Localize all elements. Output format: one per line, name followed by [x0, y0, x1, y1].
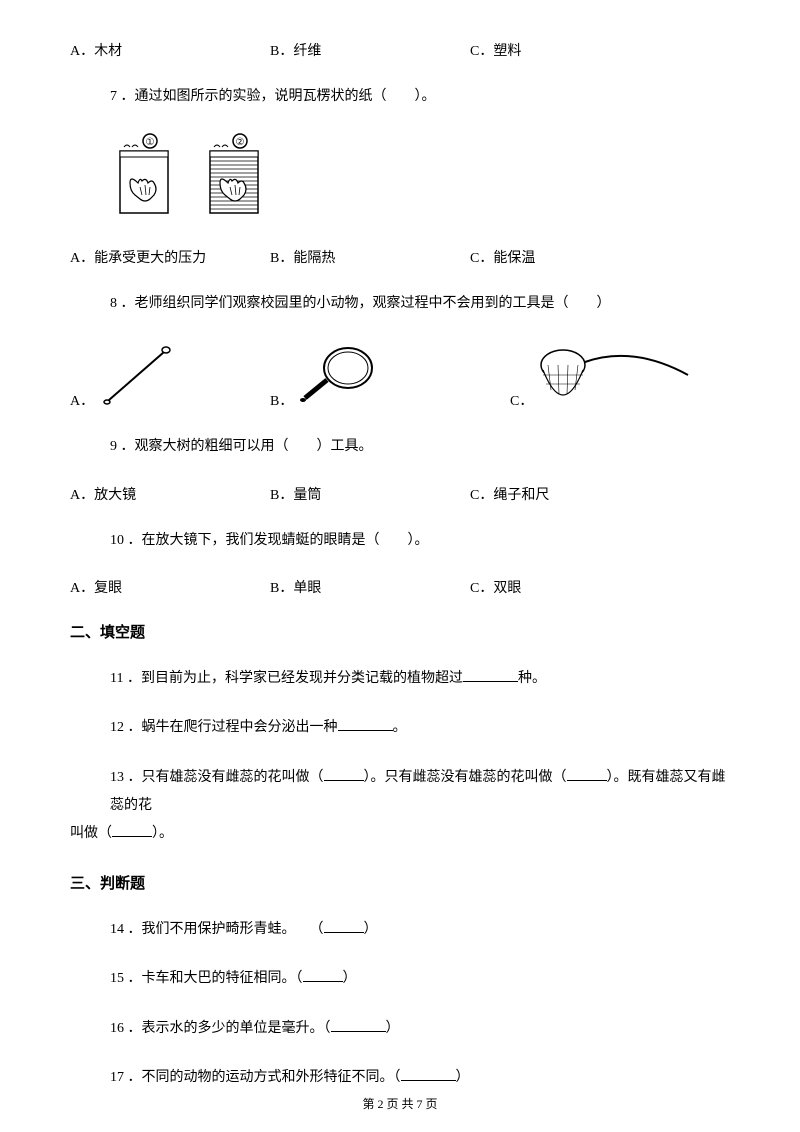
- q13-blank-1: [324, 767, 364, 781]
- q15: 15 ．卡车和大巴的特征相同。（ ）: [70, 966, 730, 991]
- q13-blank-3: [112, 823, 152, 837]
- q11-blank: [463, 668, 518, 682]
- q13-p2: ）。只有雌蕊没有雄蕊的花叫做（: [364, 770, 567, 785]
- q7-image-1: ①: [110, 133, 180, 223]
- q7-text: 7 ．通过如图所示的实验，说明瓦楞状的纸（ ）。: [70, 84, 730, 109]
- section-2-header: 二、填空题: [70, 621, 730, 642]
- q7-options: A．能承受更大的压力 B．能隔热 C．能保温: [70, 247, 730, 267]
- q13-p1: 13 ．只有雄蕊没有雌蕊的花叫做（: [110, 770, 324, 785]
- q16-suffix: ）: [386, 1021, 400, 1036]
- q12: 12 ．蜗牛在爬行过程中会分泌出一种 。: [70, 715, 730, 740]
- stick-icon: [94, 340, 184, 410]
- q6-option-c: C．塑料: [470, 40, 670, 60]
- q10-options: A．复眼 B．单眼 C．双眼: [70, 577, 730, 597]
- q16-blank: [331, 1018, 386, 1032]
- q17: 17 ．不同的动物的运动方式和外形特征不同。（ ）: [70, 1065, 730, 1090]
- q9-option-a: A．放大镜: [70, 484, 270, 504]
- q8-option-c: C．: [510, 340, 710, 410]
- q6-option-a: A．木材: [70, 40, 270, 60]
- q8-option-b: B．: [270, 340, 510, 410]
- q9-text: 9 ．观察大树的粗细可以用（ ）工具。: [70, 434, 730, 459]
- section-3-header: 三、判断题: [70, 872, 730, 893]
- q8-text: 8 ．老师组织同学们观察校园里的小动物，观察过程中不会用到的工具是（ ）: [70, 291, 730, 316]
- q8-options: A． B． C．: [70, 340, 730, 410]
- q11: 11 ．到目前为止，科学家已经发现并分类记载的植物超过 种。: [70, 666, 730, 691]
- q10-text: 10 ．在放大镜下，我们发现蜻蜓的眼睛是（ ）。: [70, 528, 730, 553]
- page-footer: 第 2 页 共 7 页: [0, 1095, 800, 1112]
- q14-blank: [324, 919, 364, 933]
- q15-blank: [303, 968, 343, 982]
- q7-option-b: B．能隔热: [270, 247, 470, 267]
- q11-suffix: 种。: [518, 671, 546, 686]
- q6-option-b: B．纤维: [270, 40, 470, 60]
- q9-option-c: C．绳子和尺: [470, 484, 670, 504]
- q13-p5: ）。: [152, 826, 173, 841]
- q11-text: 11 ．到目前为止，科学家已经发现并分类记载的植物超过: [110, 671, 463, 686]
- q10-option-a: A．复眼: [70, 577, 270, 597]
- q10-option-b: B．单眼: [270, 577, 470, 597]
- q14: 14 ．我们不用保护畸形青蛙。 （ ）: [70, 917, 730, 942]
- q7-option-a: A．能承受更大的压力: [70, 247, 270, 267]
- q15-suffix: ）: [343, 971, 357, 986]
- q7-image-2: ②: [200, 133, 270, 223]
- q10-option-c: C．双眼: [470, 577, 670, 597]
- q8-a-label: A．: [70, 390, 94, 410]
- net-icon: [533, 340, 693, 410]
- q16: 16 ．表示水的多少的单位是毫升。（ ）: [70, 1016, 730, 1041]
- q9-option-b: B．量筒: [270, 484, 470, 504]
- q7-images: ① ②: [110, 133, 730, 223]
- q13-p4: 叫做（: [70, 826, 112, 841]
- q7-option-c: C．能保温: [470, 247, 670, 267]
- q17-text: 17 ．不同的动物的运动方式和外形特征不同。（: [110, 1070, 401, 1085]
- q8-option-a: A．: [70, 340, 270, 410]
- q12-suffix: 。: [393, 720, 407, 735]
- magnifier-icon: [293, 340, 383, 410]
- q16-text: 16 ．表示水的多少的单位是毫升。（: [110, 1021, 331, 1036]
- q13-blank-2: [567, 767, 607, 781]
- q12-text: 12 ．蜗牛在爬行过程中会分泌出一种: [110, 720, 338, 735]
- q17-blank: [401, 1067, 456, 1081]
- svg-text:①: ①: [146, 137, 155, 148]
- q14-suffix: ）: [364, 922, 378, 937]
- q14-text: 14 ．我们不用保护畸形青蛙。 （: [110, 922, 324, 937]
- q6-options: A．木材 B．纤维 C．塑料: [70, 40, 730, 60]
- q8-b-label: B．: [270, 390, 293, 410]
- svg-text:②: ②: [236, 137, 245, 148]
- q13: 13 ．只有雄蕊没有雌蕊的花叫做（）。只有雌蕊没有雄蕊的花叫做（）。既有雄蕊又有…: [70, 764, 730, 848]
- q9-options: A．放大镜 B．量筒 C．绳子和尺: [70, 484, 730, 504]
- q15-text: 15 ．卡车和大巴的特征相同。（: [110, 971, 303, 986]
- q8-c-label: C．: [510, 390, 533, 410]
- q12-blank: [338, 717, 393, 731]
- q17-suffix: ）: [456, 1070, 470, 1085]
